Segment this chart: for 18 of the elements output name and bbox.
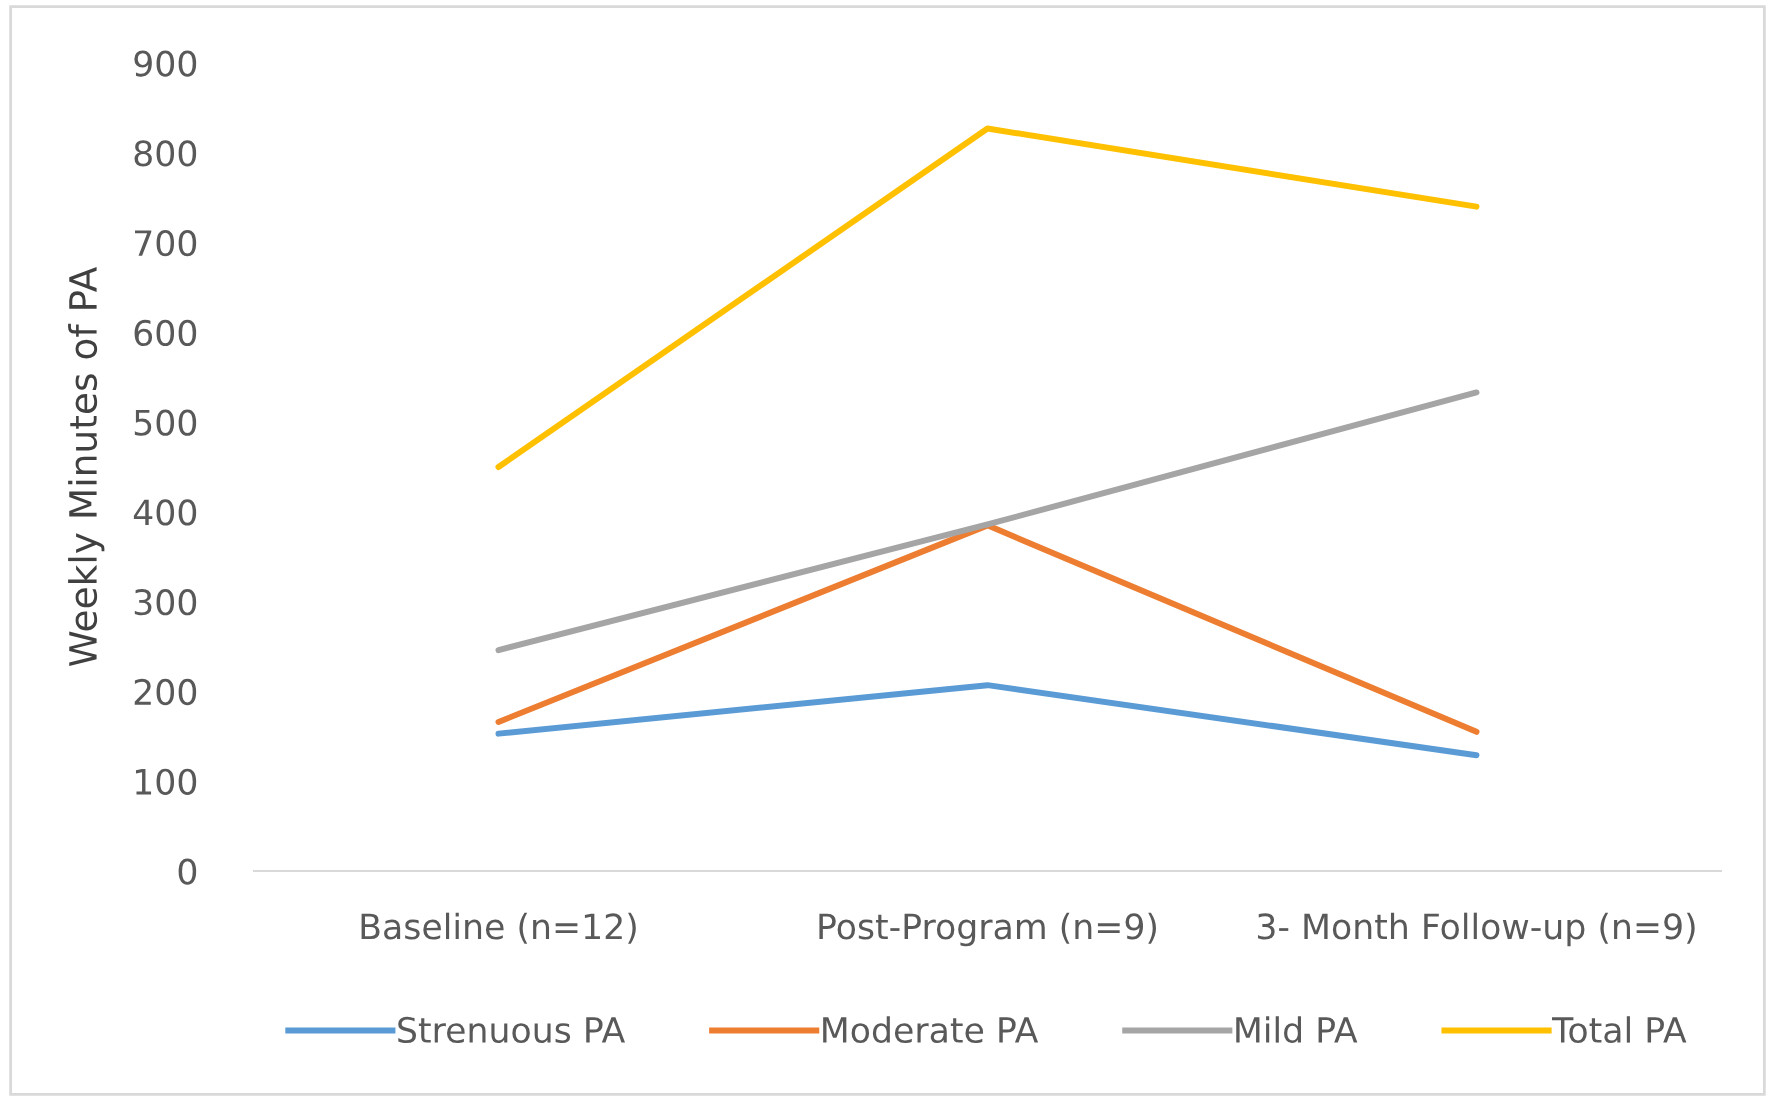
y-tick-label: 200 [134, 678, 197, 706]
legend-label: Total PA [1552, 1016, 1687, 1044]
y-tick-label: 300 [134, 589, 197, 616]
legend-label: Moderate PA [823, 1016, 1039, 1044]
y-tick-label: 100 [135, 768, 197, 795]
x-tick-label: Post-Program (n=9) [819, 912, 1156, 947]
y-axis-title: Weekly Minutes of PA [68, 266, 105, 667]
legend-label: Strenuous PA [398, 1016, 626, 1044]
y-tick-label: 400 [133, 499, 197, 526]
y-tick-label: 500 [134, 409, 197, 436]
y-tick-label: 800 [134, 140, 197, 167]
x-tick-label: Baseline (n=12) [361, 912, 636, 944]
y-tick-label: 600 [134, 319, 197, 347]
y-tick-label: 700 [135, 229, 197, 257]
y-tick-label: 0 [178, 858, 197, 885]
legend-label: Mild PA [1236, 1016, 1358, 1044]
x-tick-label: 3- Month Follow-up (n=9) [1257, 912, 1695, 947]
y-tick-label: 900 [134, 50, 197, 77]
